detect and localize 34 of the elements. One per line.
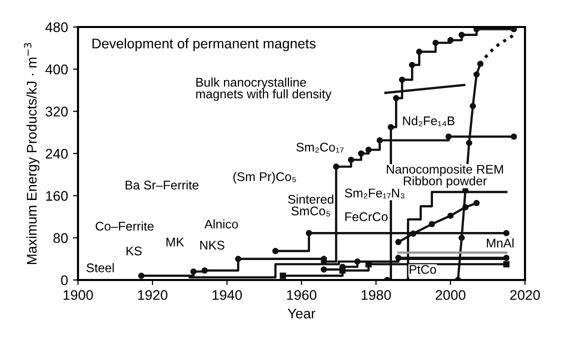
annotation: Bulk nanocrystalline magnets with full density <box>196 78 332 101</box>
y-tick-label: 480 <box>45 22 68 32</box>
annotation: NKS <box>200 240 224 250</box>
annotation: Ba Sr–Ferrite <box>126 180 198 190</box>
x-tick-label: 1940 <box>212 290 242 300</box>
x-tick-label: 2000 <box>436 290 466 300</box>
x-tick-label: 1960 <box>287 290 316 300</box>
annotation: Sintered SmCo₅ <box>288 194 334 216</box>
annotation: Nd₂Fe₁₄B <box>403 116 454 126</box>
y-tick-label: 160 <box>46 191 68 201</box>
y-axis-title: Maximum Energy Products/kJ · m$^{−3}$ <box>24 43 40 264</box>
y-tick-label: 400 <box>45 64 68 74</box>
annotation: Sm₂Co₁₇ <box>296 142 344 153</box>
text: Development of permanent magnets <box>92 38 316 52</box>
annotation: Sm₂Fe₁₇N₃ <box>344 188 404 198</box>
x-tick-label: 1980 <box>362 290 391 300</box>
annotation: (Sm Pr)Co₅ <box>233 172 296 184</box>
y-tick-label: 0 <box>61 275 68 286</box>
x-tick-label: 1900 <box>64 290 93 300</box>
annotation: MK <box>166 238 184 246</box>
annotation: Steel <box>86 263 114 272</box>
annotation: KS <box>126 246 142 256</box>
annotation: MnAl <box>486 238 514 248</box>
x-tick-label: 1920 <box>138 290 168 300</box>
annotation: FeCrCo <box>345 212 388 222</box>
annotation: PtCo <box>410 265 436 274</box>
y-tick-label: 320 <box>46 106 68 117</box>
annotation: Nanocomposite REM Ribbon powder <box>386 164 503 188</box>
annotation: Co–Ferrite <box>96 221 154 231</box>
x-axis-title: Year <box>288 308 316 318</box>
annotation: Alnico <box>204 219 238 229</box>
y-tick-label: 240 <box>46 148 68 159</box>
x-tick-label: 2020 <box>510 290 540 300</box>
y-tick-label: 80 <box>53 233 68 244</box>
